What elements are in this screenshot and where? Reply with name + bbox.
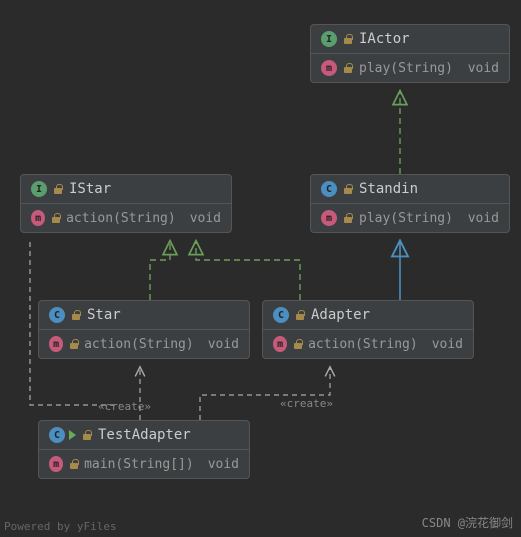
class-icon: C (49, 427, 65, 443)
method-ret: void (200, 457, 239, 472)
node-iactor: I IActor m play(String) void (310, 24, 510, 83)
lock-icon (343, 184, 353, 194)
create-label: «create» (98, 400, 151, 413)
lock-icon (53, 184, 63, 194)
lock-icon (82, 430, 92, 440)
interface-icon: I (31, 181, 47, 197)
method-ret: void (200, 337, 239, 352)
class-name: IActor (359, 31, 410, 47)
lock-icon (343, 213, 353, 223)
method-icon: m (273, 336, 287, 352)
method-sig: action(String) (308, 337, 418, 352)
method-icon: m (49, 456, 63, 472)
lock-icon (69, 459, 78, 469)
method-ret: void (182, 211, 221, 226)
lock-icon (51, 213, 60, 223)
class-icon: C (273, 307, 289, 323)
node-istar: I IStar m action(String) void (20, 174, 232, 233)
method-sig: main(String[]) (84, 457, 194, 472)
method-icon: m (49, 336, 63, 352)
node-star: C Star m action(String) void (38, 300, 250, 359)
class-name: IStar (69, 181, 111, 197)
lock-icon (295, 310, 305, 320)
class-name: Standin (359, 181, 418, 197)
class-name: Adapter (311, 307, 370, 323)
method-sig: action(String) (66, 211, 176, 226)
lock-icon (293, 339, 302, 349)
run-icon (69, 430, 76, 440)
create-label: «create» (280, 397, 333, 410)
lock-icon (71, 310, 81, 320)
method-icon: m (31, 210, 45, 226)
lock-icon (343, 63, 353, 73)
class-icon: C (321, 181, 337, 197)
method-ret: void (460, 211, 499, 226)
node-adapter: C Adapter m action(String) void (262, 300, 474, 359)
node-standin: C Standin m play(String) void (310, 174, 510, 233)
method-sig: play(String) (359, 61, 453, 76)
method-ret: void (424, 337, 463, 352)
class-icon: C (49, 307, 65, 323)
interface-icon: I (321, 31, 337, 47)
lock-icon (69, 339, 78, 349)
class-name: TestAdapter (98, 427, 191, 443)
class-name: Star (87, 307, 121, 323)
footer-right: CSDN @浣花御剑 (422, 514, 513, 531)
footer-left: Powered by yFiles (4, 520, 117, 533)
node-testadapter: C TestAdapter m main(String[]) void (38, 420, 250, 479)
method-icon: m (321, 210, 337, 226)
method-icon: m (321, 60, 337, 76)
method-ret: void (460, 61, 499, 76)
method-sig: play(String) (359, 211, 453, 226)
method-sig: action(String) (84, 337, 194, 352)
lock-icon (343, 34, 353, 44)
